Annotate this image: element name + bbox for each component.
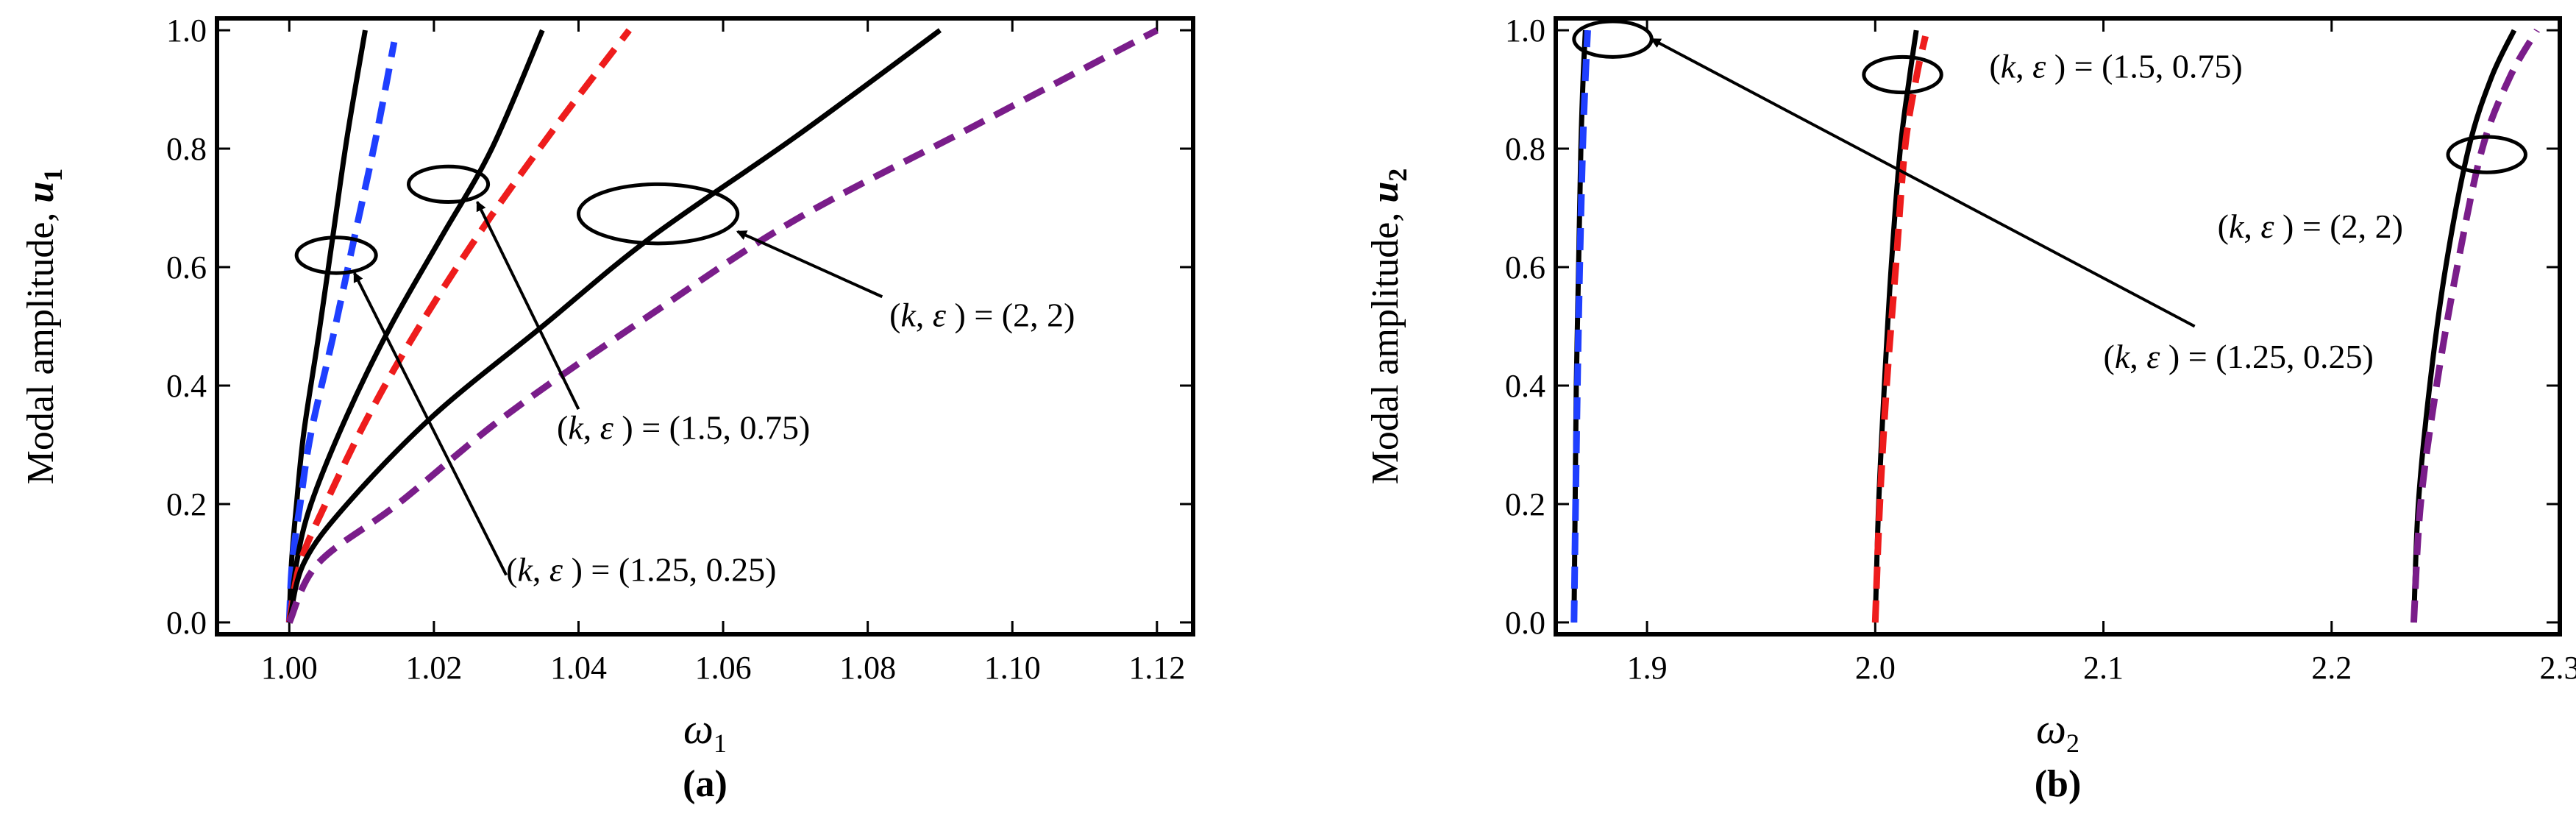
highlight-ellipse (576, 182, 740, 246)
x-tick-label: 1.10 (984, 650, 1041, 686)
y-axis-label: Modal amplitude, u1 (20, 169, 68, 485)
y-tick-label: 0.4 (1505, 368, 1545, 404)
y-tick-label: 0.6 (1505, 249, 1545, 286)
series-line (286, 29, 545, 623)
annotation-arrow (476, 200, 580, 411)
series-line (286, 28, 942, 623)
y-tick-label: 0.2 (166, 486, 207, 522)
series-line (285, 41, 398, 623)
x-tick-label: 1.08 (839, 650, 896, 686)
y-axis-label: Modal amplitude, u2 (1365, 169, 1412, 485)
series-line (285, 28, 632, 623)
x-tick-label: 1.06 (695, 650, 752, 686)
plot-frame (1554, 16, 2562, 637)
y-tick-label: 0.8 (166, 131, 207, 167)
series-line (2410, 29, 2517, 623)
x-axis-label: ω2 (2036, 705, 2079, 758)
panel-b: 1.9 2.0 2.1 2.2 2.3 0.0 0.2 0.4 0.6 0.8 1.0 (k, ε )… (1365, 13, 2576, 805)
annotation-arrow (352, 272, 508, 576)
annotation-label: (k, ε ) = (1.25, 0.25) (506, 551, 776, 589)
annotation-label: (k, ε ) = (1.5, 0.75) (1989, 47, 2242, 85)
annotation-label: (k, ε ) = (2, 2) (2218, 208, 2403, 245)
x-axis-label: ω1 (683, 705, 727, 758)
x-tick-label: 1.04 (550, 650, 607, 686)
annotation-arrow (1650, 38, 2196, 328)
series-line (1871, 35, 1929, 623)
x-tick-label: 2.2 (2311, 650, 2352, 686)
annotation-label: (k, ε ) = (2, 2) (889, 297, 1075, 334)
annotation-label: (k, ε ) = (1.5, 0.75) (557, 408, 810, 446)
panel-label: (a) (683, 763, 727, 805)
highlight-ellipse (2446, 135, 2527, 174)
x-tick-label: 2.3 (2540, 650, 2576, 686)
series-group (285, 27, 1159, 624)
panel-label: (b) (2035, 763, 2082, 805)
x-tick-label: 1.12 (1128, 650, 1185, 686)
series-line (1570, 29, 1591, 623)
y-tick-label: 1.0 (1505, 13, 1545, 49)
y-tick-label: 0.0 (166, 605, 207, 641)
x-tick-label: 1.9 (1627, 650, 1668, 686)
y-tick-label: 0.4 (166, 368, 207, 404)
highlight-ellipse (1862, 54, 1943, 95)
plot-frame (215, 16, 1195, 637)
y-tick-label: 0.2 (1505, 486, 1545, 522)
series-line (2410, 28, 2540, 623)
series-group (1570, 28, 2540, 623)
y-tick-label: 0.6 (166, 249, 207, 286)
series-line (286, 27, 1159, 624)
x-tick-label: 2.1 (2083, 650, 2124, 686)
highlight-ellipse (294, 235, 378, 275)
panel-a: 1.00 1.02 1.04 1.06 1.08 1.10 1.12 0.0 0.2 0.4 0.6… (20, 13, 1195, 805)
highlight-ellipse (406, 164, 491, 204)
annotation-label: (k, ε ) = (1.25, 0.25) (2104, 338, 2374, 375)
x-tick-label: 2.0 (1855, 650, 1896, 686)
x-tick-label: 1.02 (405, 650, 462, 686)
y-tick-label: 1.0 (166, 13, 207, 49)
y-tick-label: 0.0 (1505, 605, 1545, 641)
x-tick-label: 1.00 (261, 650, 318, 686)
y-tick-label: 0.8 (1505, 131, 1545, 167)
annotation-arrow (736, 230, 883, 299)
